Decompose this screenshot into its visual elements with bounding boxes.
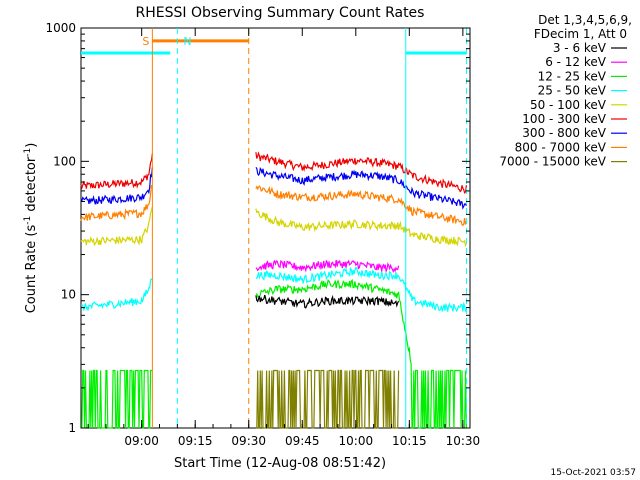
series-trace	[80, 167, 153, 205]
series-800-7000-keV	[80, 184, 467, 227]
series-trace	[81, 369, 153, 429]
series-trace	[255, 259, 400, 274]
plot-frame	[80, 27, 471, 429]
y-axis-label: Count Rate (s-1 detector-1)	[23, 143, 39, 314]
legend-entry-label: 25 - 50 keV	[538, 84, 607, 98]
x-tick-label: 10:30	[446, 434, 481, 448]
legend-entry-label: 300 - 800 keV	[522, 126, 606, 140]
series-trace	[80, 184, 153, 221]
legend-header-2: FDecim 1, Att 0	[534, 27, 627, 41]
legend-entry-label: 100 - 300 keV	[522, 112, 606, 126]
series-50-100-keV	[80, 206, 467, 248]
series-25-50-keV	[80, 266, 467, 312]
legend-entry-label: 50 - 100 keV	[530, 98, 607, 112]
marker-label: S	[142, 35, 149, 48]
series-trace	[255, 278, 467, 429]
x-tick-label: 09:45	[285, 434, 320, 448]
series-3-6-keV	[255, 294, 400, 309]
marker-label: N	[183, 35, 191, 48]
x-tick-label: 10:15	[392, 434, 427, 448]
legend-entry-label: 6 - 12 keV	[545, 55, 607, 69]
x-tick-label: 10:00	[339, 434, 374, 448]
footer-timestamp: 15-Oct-2021 03:57	[551, 468, 636, 478]
x-tick-label: 09:30	[231, 434, 266, 448]
series-trace	[80, 206, 153, 247]
legend-entry-label: 800 - 7000 keV	[515, 140, 607, 154]
series-trace	[255, 369, 400, 429]
series-trace	[80, 277, 153, 311]
legend-entry-label: 3 - 6 keV	[553, 41, 607, 55]
legend-entry-label: 7000 - 15000 keV	[499, 155, 606, 169]
series-trace	[255, 185, 467, 227]
series-7000-15000-keV	[255, 369, 400, 429]
legend-header-1: Det 1,3,4,5,6,9,	[538, 13, 632, 27]
x-tick-label: 09:15	[178, 434, 213, 448]
series-12-25-keV	[81, 278, 467, 429]
series-trace	[255, 151, 467, 194]
legend: Det 1,3,4,5,6,9, FDecim 1, Att 0 3 - 6 k…	[499, 13, 632, 169]
y-tick-label: 10	[61, 288, 76, 302]
series-6-12-keV	[255, 259, 400, 274]
y-tick-label: 1	[68, 421, 76, 435]
y-axis: 1 10 100 1000	[45, 21, 470, 435]
series-trace	[255, 166, 467, 210]
x-axis: 09:00 09:15 09:30 09:45 10:00 10:15 10:30	[87, 28, 481, 448]
y-tick-label: 1000	[45, 21, 76, 35]
x-axis-label: Start Time (12-Aug-08 08:51:42)	[174, 456, 386, 471]
legend-entry-label: 12 - 25 keV	[538, 69, 607, 83]
series-trace	[255, 266, 467, 312]
x-tick-label: 09:00	[124, 434, 159, 448]
series-trace	[255, 294, 400, 309]
y-tick-label: 100	[53, 154, 76, 168]
series-100-300-keV	[80, 151, 467, 194]
series-trace	[255, 208, 467, 248]
series-300-800-keV	[80, 166, 467, 210]
chart-title: RHESSI Observing Summary Count Rates	[136, 5, 425, 21]
series-trace	[80, 153, 153, 190]
